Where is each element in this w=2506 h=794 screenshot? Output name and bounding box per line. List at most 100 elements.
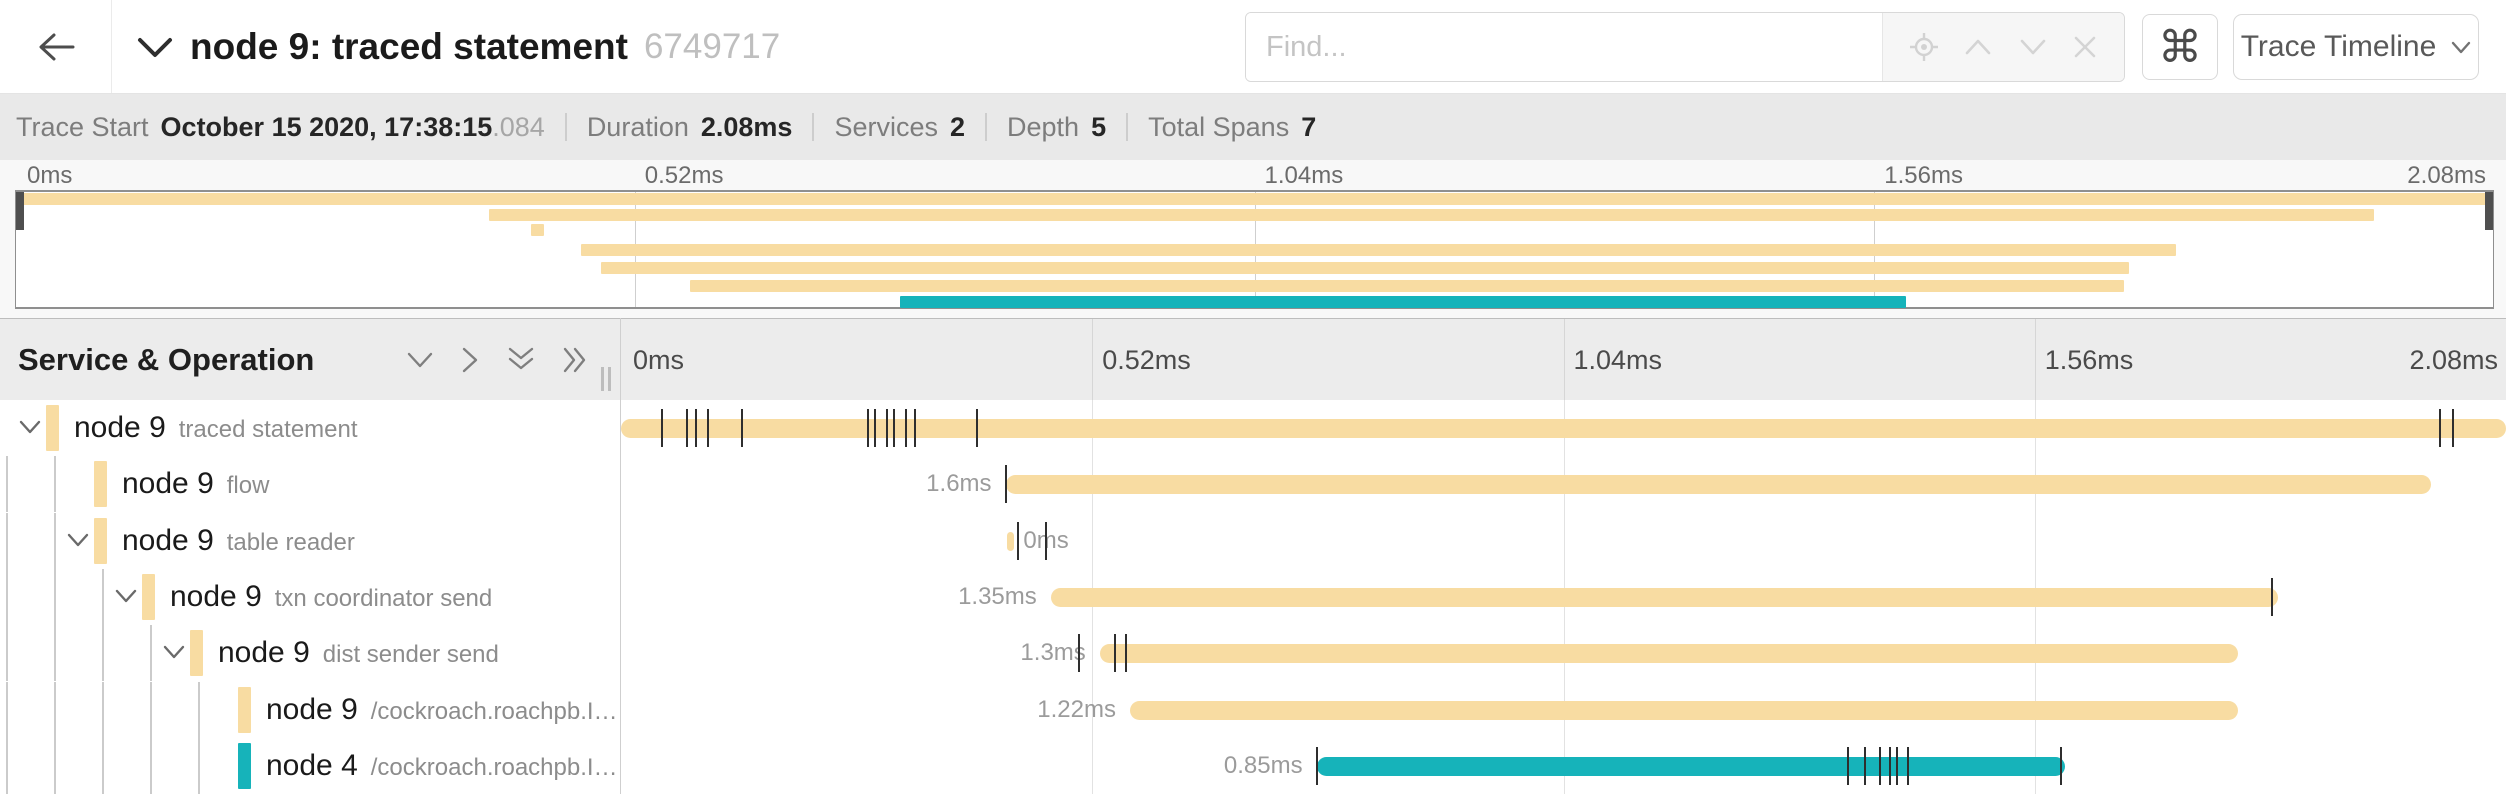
minimap-right-drag-handle[interactable] [2485, 192, 2493, 230]
span-name: node 9 traced statement [74, 411, 358, 445]
collapse-chevron-icon[interactable] [66, 532, 90, 554]
collapse-one-chevron-right-icon[interactable] [461, 346, 480, 374]
operation-name: traced statement [178, 416, 358, 443]
time-tick-label: 1.56ms [2044, 345, 2134, 375]
summary-item: Trace Start October 15 2020, 17:38:15.084 [16, 112, 545, 143]
span-log-tick [1078, 634, 1081, 672]
span-name-row[interactable]: node 9/cockroach.roachpb.I… [0, 682, 620, 738]
span-name-row[interactable]: node 9 dist sender send [0, 625, 620, 681]
span-log-tick [1113, 634, 1116, 672]
service-name: node 9 [122, 467, 214, 500]
trace-id: 6749717 [643, 26, 781, 66]
indent-guide [198, 738, 200, 794]
minimap-span-bar [689, 280, 2124, 292]
keyboard-shortcuts-button[interactable]: ⌘ [2142, 14, 2218, 80]
find-input[interactable] [1246, 13, 1882, 81]
collapse-chevron-icon[interactable] [18, 419, 42, 441]
service-name: node 4 [266, 749, 358, 782]
summary-value: 7 [1301, 111, 1317, 142]
collapse-trace-header-button[interactable] [136, 36, 174, 65]
locate-icon[interactable] [1909, 32, 1939, 62]
span-name: node 9 flow [122, 467, 269, 501]
collapse-chevron-icon[interactable] [114, 588, 138, 610]
expand-one-chevron-down-icon[interactable] [406, 351, 434, 370]
service-name: node 9 [122, 524, 214, 557]
span-name-row[interactable]: node 4/cockroach.roachpb.I… [0, 738, 620, 794]
next-result-chevron-down-icon[interactable] [2018, 37, 2048, 57]
indent-guide [102, 569, 104, 625]
indent-guide [102, 682, 104, 738]
trace-minimap[interactable] [15, 190, 2494, 309]
span-log-tick [1888, 747, 1891, 785]
span-name-row[interactable]: node 9 txn coordinator send [0, 569, 620, 625]
span-timeline-row[interactable]: 0.85ms [621, 738, 2506, 794]
span-timeline-row[interactable]: 1.22ms [621, 682, 2506, 738]
span-timeline-row[interactable]: 1.3ms [621, 625, 2506, 681]
indent-guide [6, 569, 8, 625]
span-bar[interactable] [1099, 644, 2239, 663]
summary-separator [812, 113, 815, 141]
view-selector-button[interactable]: Trace Timeline [2233, 14, 2479, 80]
time-tick-label: 1.04ms [1573, 345, 1663, 375]
back-button[interactable] [0, 0, 112, 93]
span-bar[interactable] [1129, 701, 2239, 720]
service-color-strip [94, 461, 107, 507]
span-log-tick [685, 409, 688, 447]
span-bar[interactable] [1005, 475, 2431, 494]
indent-guide [54, 738, 56, 794]
tree-tools [406, 346, 590, 374]
time-tick-label: 0.52ms [644, 162, 724, 189]
indent-guide [6, 682, 8, 738]
command-icon: ⌘ [2158, 22, 2202, 72]
span-duration-label: 0.85ms [1223, 752, 1303, 779]
service-name: node 9 [218, 636, 310, 669]
expand-all-double-chevron-down-icon[interactable] [507, 346, 535, 374]
timeline-column-header: Service & Operation 0ms 0.52ms 1.04m [0, 318, 2506, 401]
summary-item: Duration 2.08ms [587, 112, 793, 143]
indent-guide [54, 569, 56, 625]
span-bar[interactable] [621, 419, 2506, 438]
collapse-all-double-chevron-right-icon[interactable] [562, 346, 590, 374]
service-color-strip [238, 743, 251, 789]
summary-item: Depth 5 [1007, 112, 1106, 143]
span-bar[interactable] [1050, 588, 2278, 607]
span-log-tick [893, 409, 896, 447]
span-timeline-row[interactable] [621, 400, 2506, 456]
operation-name: txn coordinator send [274, 585, 493, 612]
indent-guide [54, 625, 56, 681]
span-log-tick [1004, 465, 1007, 503]
clear-search-close-icon[interactable] [2072, 34, 2098, 60]
column-resizer-grip[interactable] [601, 367, 615, 391]
timeline-gridline [1092, 319, 1094, 401]
column-divider [620, 318, 621, 794]
span-name-row[interactable]: node 9 flow [0, 456, 620, 512]
span-log-tick [695, 409, 698, 447]
span-timeline-row[interactable]: 0ms [621, 513, 2506, 569]
span-log-tick [914, 409, 917, 447]
span-bar[interactable] [1316, 757, 2065, 776]
trace-name: node 9: traced statement [190, 25, 628, 67]
span-log-tick [1896, 747, 1899, 785]
view-selector-label: Trace Timeline [2240, 30, 2437, 63]
previous-result-chevron-up-icon[interactable] [1963, 37, 1993, 57]
span-name: node 9 txn coordinator send [170, 580, 492, 614]
span-log-tick [1847, 747, 1850, 785]
span-name-row[interactable]: node 9 traced statement [0, 400, 620, 456]
operation-name: /cockroach.roachpb.I… [370, 754, 618, 781]
span-timeline-row[interactable]: 1.6ms [621, 456, 2506, 512]
summary-label: Duration [586, 111, 689, 142]
service-color-strip [94, 518, 107, 564]
indent-guide [6, 625, 8, 681]
span-duration-label: 1.35ms [958, 583, 1037, 610]
minimap-left-drag-handle[interactable] [16, 192, 24, 230]
minimap-span-bar [531, 224, 544, 236]
collapse-chevron-icon[interactable] [162, 644, 186, 666]
span-timeline-row[interactable]: 1.35ms [621, 569, 2506, 625]
span-name-row[interactable]: node 9 table reader [0, 513, 620, 569]
service-operation-header: Service & Operation [0, 319, 620, 401]
span-bar[interactable] [1007, 532, 1015, 551]
span-name: node 4/cockroach.roachpb.I… [266, 749, 618, 783]
timeline-ruler: 0ms 0.52ms 1.04ms 1.56ms 2.08ms [621, 319, 2506, 401]
indent-guide [102, 625, 104, 681]
